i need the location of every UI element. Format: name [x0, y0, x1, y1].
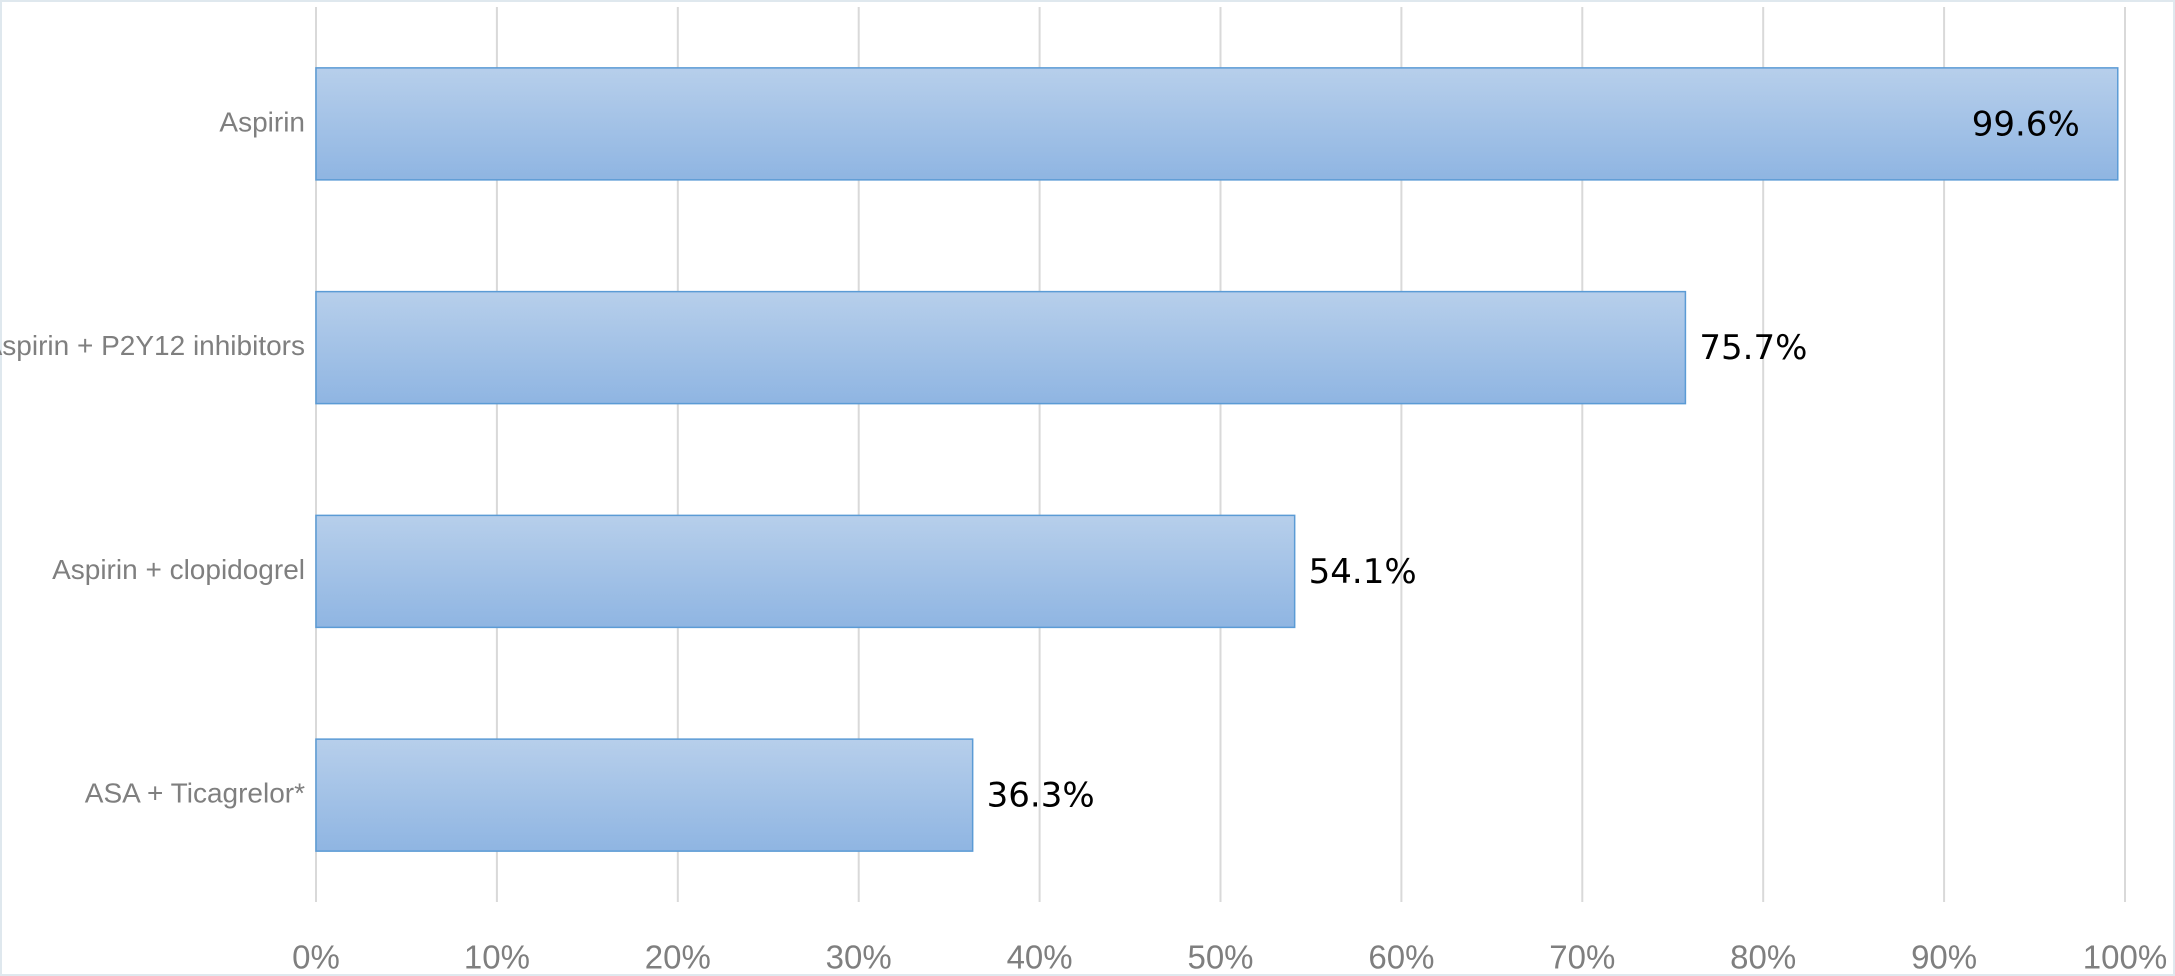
x-tick-label: 40%	[1007, 939, 1073, 976]
x-tick-label: 0%	[292, 939, 340, 976]
value-label: 54.1%	[1309, 552, 1417, 592]
x-tick-label: 50%	[1187, 939, 1253, 976]
x-tick-label: 80%	[1730, 939, 1796, 976]
x-tick-label: 20%	[645, 939, 711, 976]
value-label: 99.6%	[1972, 104, 2080, 144]
x-tick-label: 70%	[1549, 939, 1615, 976]
x-tick-label: 90%	[1911, 939, 1977, 976]
x-tick-label: 100%	[2083, 939, 2167, 976]
category-label: ASA + Ticagrelor*	[85, 778, 305, 809]
x-tick-label: 10%	[464, 939, 530, 976]
bar	[315, 738, 974, 852]
bar	[315, 290, 1687, 405]
x-tick-label: 30%	[826, 939, 892, 976]
value-label: 36.3%	[987, 776, 1095, 816]
category-label: Aspirin	[219, 106, 305, 137]
category-label: Aspirin + P2Y12 inhibitors	[0, 330, 305, 361]
bar	[315, 67, 2119, 181]
value-label: 75.7%	[1699, 328, 1807, 368]
bar	[315, 514, 1296, 629]
category-label: Aspirin + clopidogrel	[52, 554, 305, 585]
x-tick-label: 60%	[1368, 939, 1434, 976]
